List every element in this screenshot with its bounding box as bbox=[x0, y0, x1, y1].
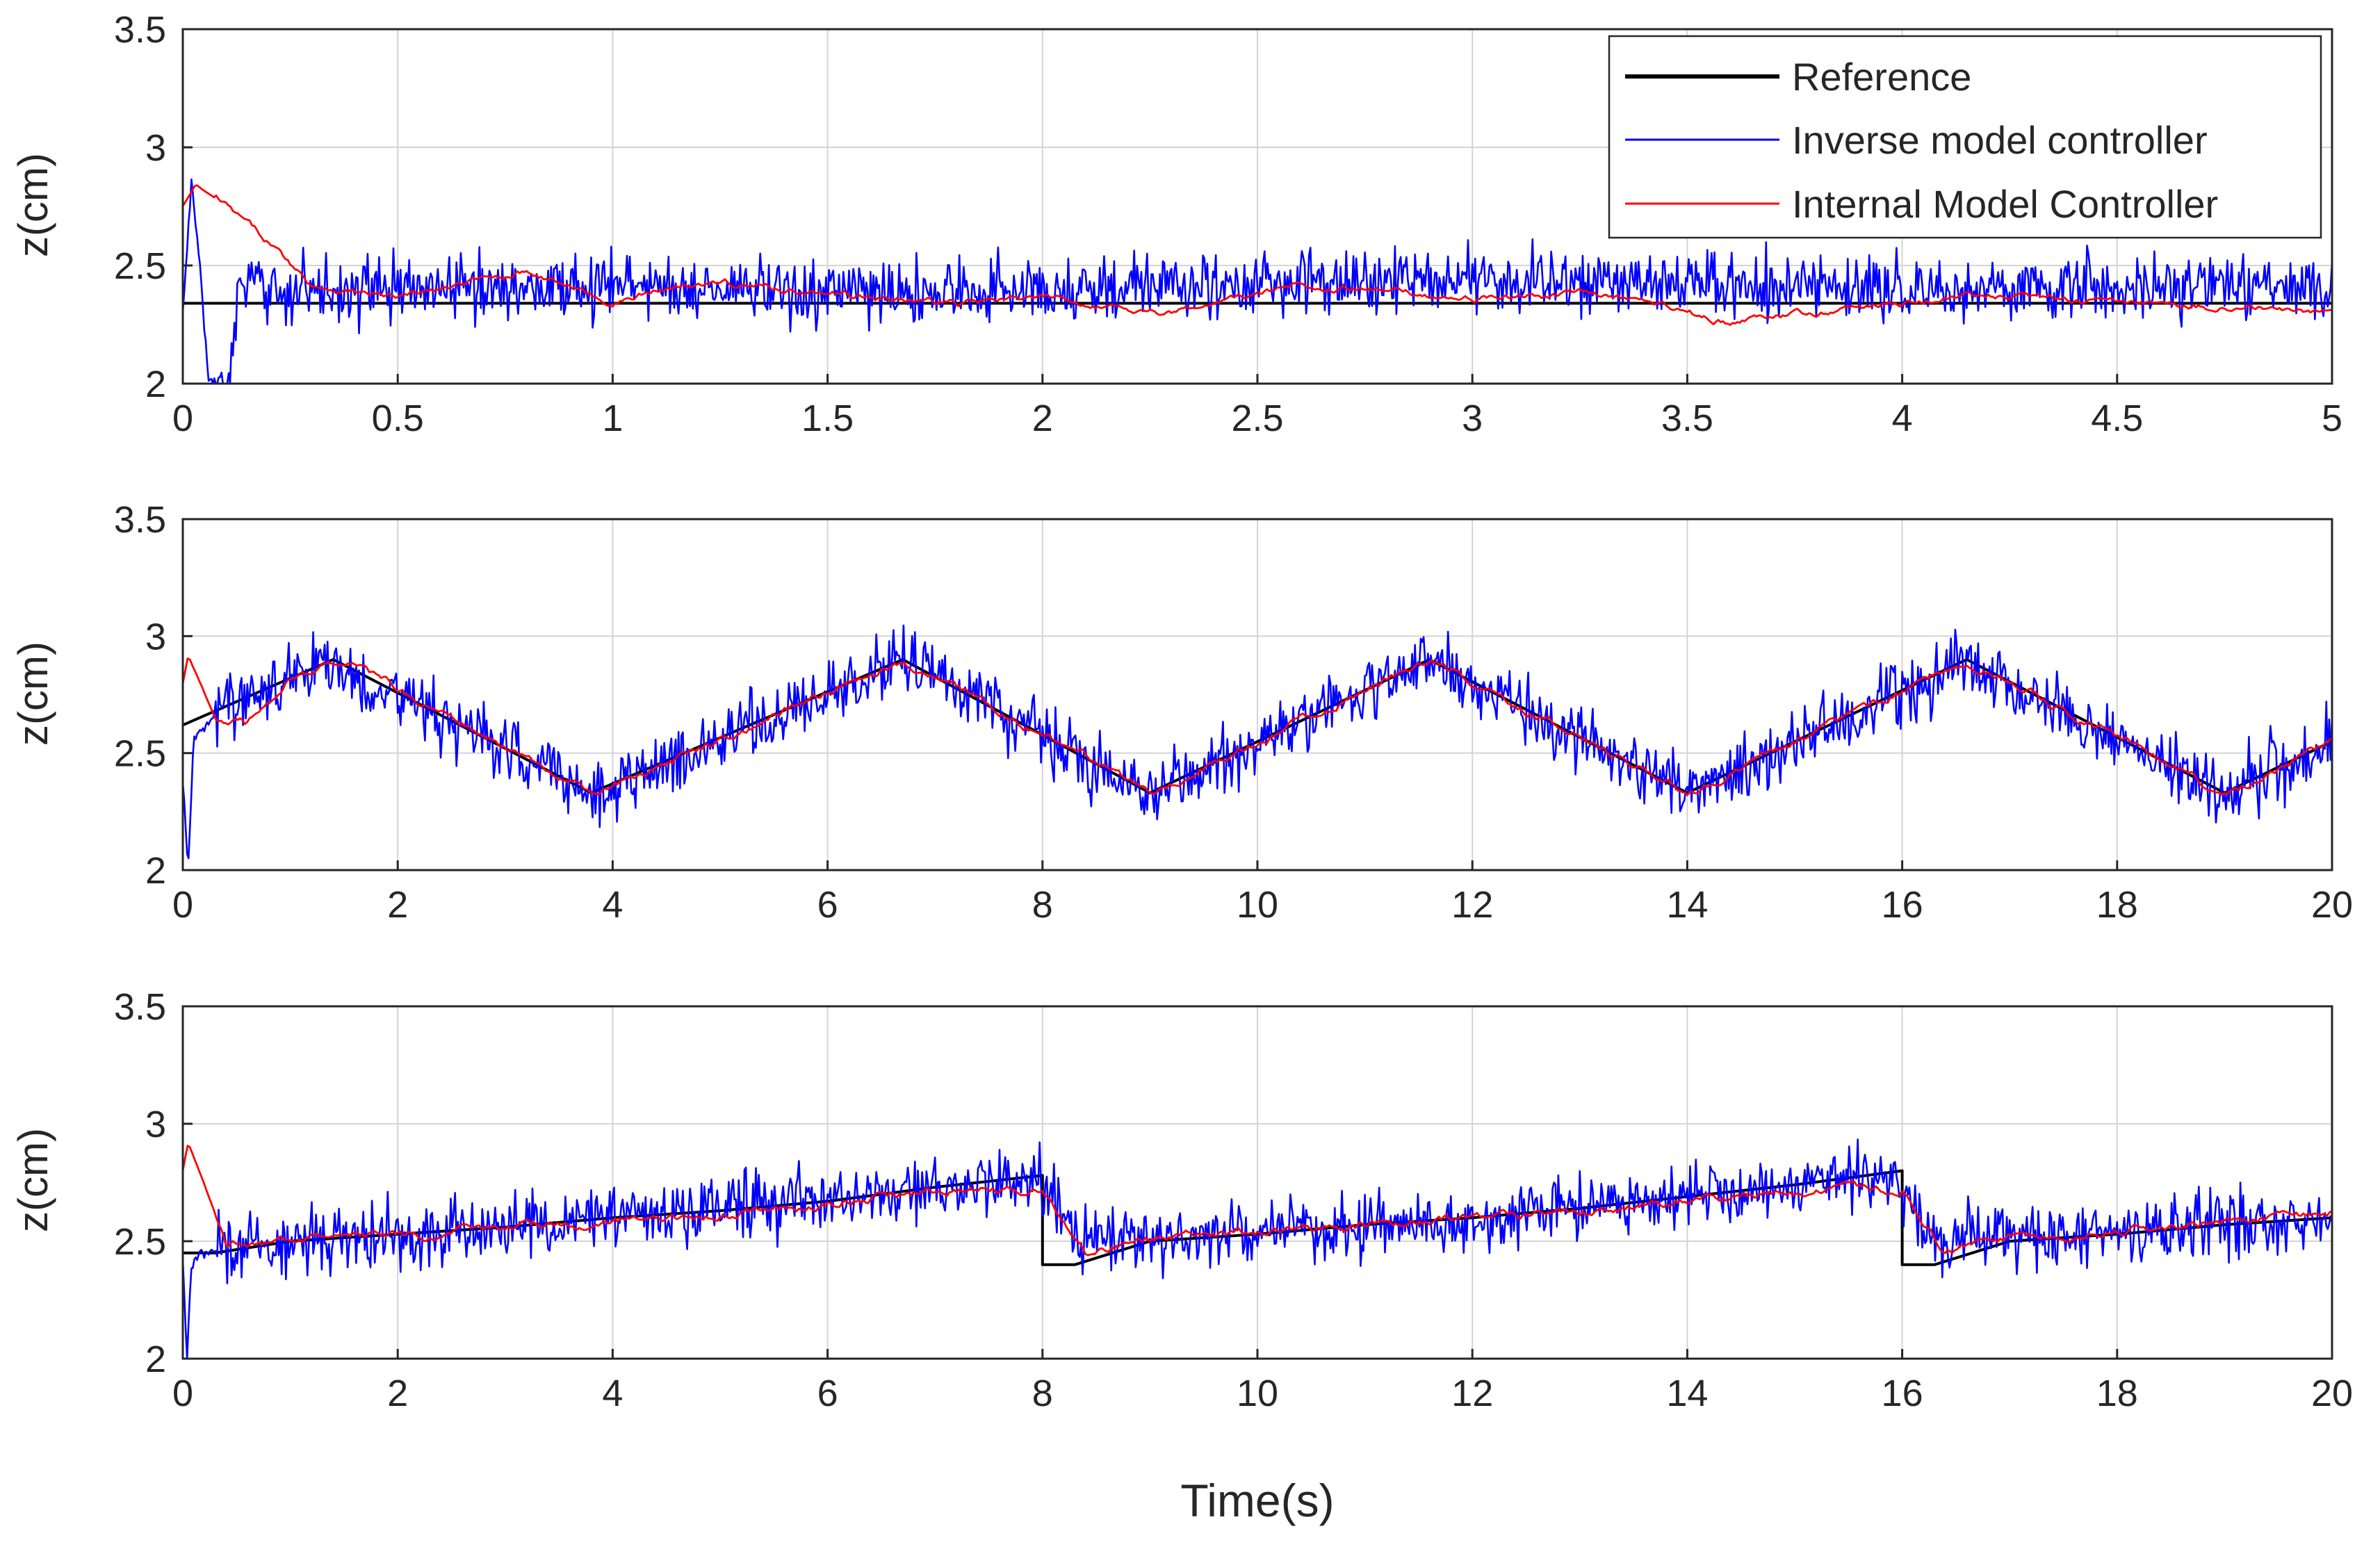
x-tick-label: 6 bbox=[817, 1373, 838, 1414]
subplot-2-xticks: 0 2 4 6 8 10 12 14 16 18 20 bbox=[172, 860, 2353, 926]
subplot-2-yticks: 2 2.5 3 3.5 bbox=[114, 499, 193, 892]
y-tick-label: 2.5 bbox=[114, 1221, 166, 1263]
series-line-inverse-model-controller bbox=[181, 178, 2333, 385]
x-tick-label: 16 bbox=[1882, 884, 1923, 926]
x-tick-label: 0 bbox=[172, 1373, 193, 1414]
x-tick-label: 10 bbox=[1237, 884, 1278, 926]
subplot-2-series bbox=[181, 624, 2333, 860]
subplot-1: z(cm) 0 0.5 1 1.5 2 2.5 3 3.5 4 4.5 5 2 2.5 3 3.5 Ref… bbox=[10, 9, 2342, 439]
y-tick-label: 3.5 bbox=[114, 499, 166, 541]
legend-label-inverse-model: Inverse model controller bbox=[1792, 118, 2208, 162]
x-tick-label: 0 bbox=[172, 398, 193, 439]
x-tick-label: 2 bbox=[1032, 398, 1053, 439]
x-tick-label: 0 bbox=[172, 884, 193, 926]
x-tick-label: 10 bbox=[1237, 1373, 1278, 1414]
x-tick-label: 2 bbox=[387, 884, 408, 926]
x-tick-label: 3.5 bbox=[1661, 398, 1713, 439]
subplot-1-series bbox=[181, 178, 2333, 385]
subplot-3-xticks: 0 2 4 6 8 10 12 14 16 18 20 bbox=[172, 1349, 2353, 1414]
y-tick-label: 2 bbox=[145, 363, 166, 405]
series-line-internal-model-controller bbox=[181, 657, 2333, 796]
x-tick-label: 4 bbox=[602, 884, 623, 926]
x-tick-label: 1 bbox=[602, 398, 623, 439]
y-tick-label: 3.5 bbox=[114, 986, 166, 1028]
x-tick-label: 0.5 bbox=[372, 398, 424, 439]
x-tick-label: 12 bbox=[1451, 1373, 1493, 1414]
x-tick-label: 18 bbox=[2096, 1373, 2138, 1414]
subplot-3: z(cm) 0 2 4 6 8 10 12 14 16 18 20 22.533.5 bbox=[10, 986, 2353, 1414]
x-tick-label: 14 bbox=[1666, 1373, 1708, 1414]
y-tick-label: 2 bbox=[145, 850, 166, 892]
y-tick-label: 3 bbox=[145, 127, 166, 169]
subplot-2: z(cm) 0 2 4 6 8 10 12 14 16 18 20 22.533.5 bbox=[10, 499, 2353, 926]
x-tick-label: 4 bbox=[602, 1373, 623, 1414]
y-tick-label: 2 bbox=[145, 1339, 166, 1380]
x-tick-label: 2.5 bbox=[1231, 398, 1283, 439]
x-tick-label: 20 bbox=[2311, 884, 2353, 926]
x-tick-label: 4 bbox=[1892, 398, 1913, 439]
x-tick-label: 6 bbox=[817, 884, 838, 926]
subplot-3-yticks: 2 2.5 3 3.5 bbox=[114, 986, 193, 1380]
x-tick-label: 14 bbox=[1666, 884, 1708, 926]
x-axis-label: Time(s) bbox=[1180, 1475, 1334, 1526]
legend-label-internal-model: Internal Model Controller bbox=[1792, 182, 2218, 226]
x-tick-label: 8 bbox=[1032, 884, 1053, 926]
subplot-3-ylabel: z(cm) bbox=[10, 1128, 56, 1232]
legend: Reference Inverse model controller Inter… bbox=[1608, 35, 2322, 239]
y-tick-label: 2.5 bbox=[114, 245, 166, 287]
y-tick-label: 3.5 bbox=[114, 9, 166, 51]
series-line-inverse-model-controller bbox=[181, 1138, 2333, 1360]
x-tick-label: 3 bbox=[1462, 398, 1483, 439]
x-tick-label: 4.5 bbox=[2091, 398, 2143, 439]
x-tick-label: 2 bbox=[387, 1373, 408, 1414]
series-line-internal-model-controller bbox=[181, 1145, 2333, 1257]
series-line-inverse-model-controller bbox=[181, 624, 2333, 860]
y-tick-label: 2.5 bbox=[114, 733, 166, 775]
subplot-3-series bbox=[181, 1138, 2333, 1360]
x-tick-label: 1.5 bbox=[801, 398, 854, 439]
y-tick-label: 3 bbox=[145, 1104, 166, 1145]
subplot-2-ylabel: z(cm) bbox=[10, 641, 56, 746]
x-tick-label: 8 bbox=[1032, 1373, 1053, 1414]
x-tick-label: 5 bbox=[2322, 398, 2342, 439]
x-tick-label: 12 bbox=[1451, 884, 1493, 926]
subplot-1-yticks: 2 2.5 3 3.5 bbox=[114, 9, 193, 405]
subplot-1-xticks: 0 0.5 1 1.5 2 2.5 3 3.5 4 4.5 5 bbox=[172, 374, 2342, 439]
series-line-internal-model-controller bbox=[181, 184, 2333, 326]
x-tick-label: 16 bbox=[1882, 1373, 1923, 1414]
y-tick-label: 3 bbox=[145, 616, 166, 657]
legend-label-reference: Reference bbox=[1792, 55, 1971, 99]
x-tick-label: 20 bbox=[2311, 1373, 2353, 1414]
x-tick-label: 18 bbox=[2096, 884, 2138, 926]
subplot-1-ylabel: z(cm) bbox=[10, 153, 56, 257]
